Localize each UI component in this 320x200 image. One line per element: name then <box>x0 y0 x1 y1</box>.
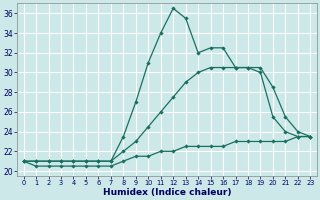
X-axis label: Humidex (Indice chaleur): Humidex (Indice chaleur) <box>103 188 231 197</box>
